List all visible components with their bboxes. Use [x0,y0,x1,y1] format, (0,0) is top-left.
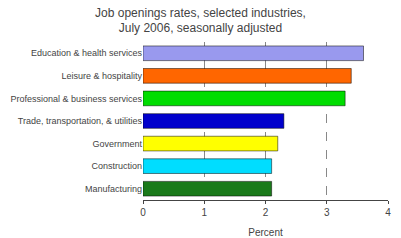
svg-text:3: 3 [324,207,330,218]
svg-text:Leisure & hospitality: Leisure & hospitality [61,71,142,81]
svg-text:1: 1 [201,207,207,218]
svg-text:Construction: Construction [91,161,142,171]
svg-text:Trade, transportation, & utili: Trade, transportation, & utilities [18,116,143,126]
svg-text:Manufacturing: Manufacturing [85,184,142,194]
svg-text:Education & health services: Education & health services [31,48,143,58]
svg-text:0: 0 [140,207,146,218]
svg-text:Percent: Percent [248,227,283,238]
svg-text:Government: Government [92,139,142,149]
svg-text:Job openings rates, selected i: Job openings rates, selected industries,… [95,6,306,36]
svg-text:Professional & business servic: Professional & business services [10,94,142,104]
svg-text:4: 4 [385,207,391,218]
svg-text:2: 2 [263,207,269,218]
